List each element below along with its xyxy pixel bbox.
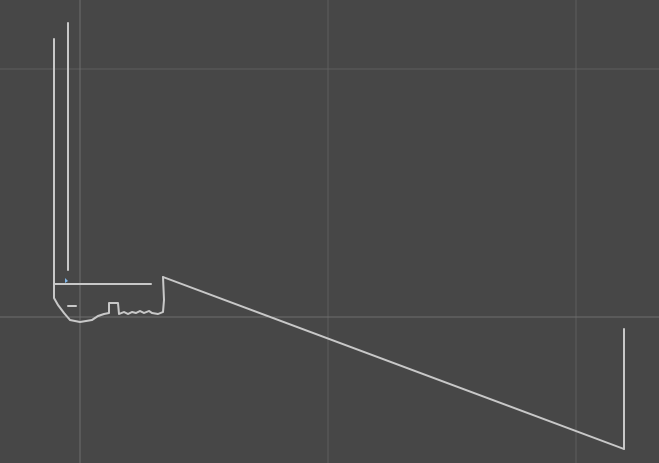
scene-geometry[interactable]	[53, 22, 625, 450]
cursor-icon	[65, 278, 68, 283]
profile-outline[interactable]	[53, 276, 165, 323]
ramp-line[interactable]	[162, 276, 625, 450]
